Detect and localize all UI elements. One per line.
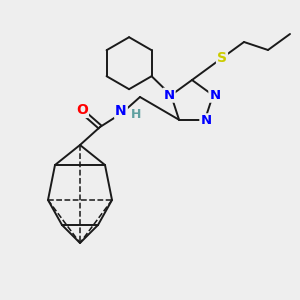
Text: N: N xyxy=(209,89,220,102)
Text: N: N xyxy=(200,114,211,127)
Text: S: S xyxy=(217,51,227,65)
Text: N: N xyxy=(164,89,175,102)
Text: N: N xyxy=(115,104,127,118)
Text: O: O xyxy=(76,103,88,117)
Text: H: H xyxy=(131,109,141,122)
